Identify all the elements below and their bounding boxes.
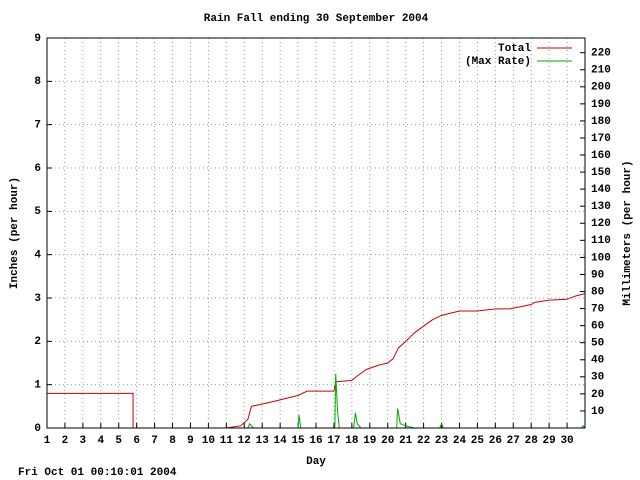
y2-tick-label: 200	[591, 82, 611, 94]
x-tick-label: 25	[471, 435, 485, 447]
x-tick-label: 9	[187, 435, 194, 447]
y2-tick-label: 170	[591, 133, 611, 145]
x-tick-label: 20	[381, 435, 394, 447]
y2-tick-label: 220	[591, 48, 611, 60]
y-tick-label: 1	[34, 380, 41, 392]
x-tick-label: 23	[435, 435, 449, 447]
x-tick-label: 15	[291, 435, 305, 447]
y2-tick-label: 70	[591, 303, 604, 315]
y-tick-label: 7	[34, 120, 41, 132]
y2-tick-label: 30	[591, 372, 604, 384]
x-tick-label: 13	[256, 435, 270, 447]
x-tick-label: 8	[169, 435, 176, 447]
y-tick-label: 5	[34, 206, 41, 218]
x-tick-label: 21	[399, 435, 413, 447]
x-tick-label: 22	[417, 435, 430, 447]
x-tick-label: 6	[133, 435, 140, 447]
x-tick-label: 26	[489, 435, 502, 447]
x-tick-label: 30	[560, 435, 573, 447]
y-tick-label: 8	[34, 76, 41, 88]
x-tick-label: 12	[238, 435, 251, 447]
x-tick-label: 29	[543, 435, 556, 447]
y2-axis-label: Millimeters (per hour)	[622, 160, 634, 305]
legend-label: Total	[498, 43, 531, 55]
x-tick-label: 10	[202, 435, 215, 447]
y2-tick-label: 100	[591, 252, 611, 264]
y2-tick-label: 140	[591, 184, 611, 196]
y2-tick-label: 190	[591, 99, 611, 111]
x-tick-label: 18	[345, 435, 359, 447]
x-tick-label: 24	[453, 435, 467, 447]
legend-label: (Max Rate)	[465, 56, 531, 68]
y2-tick-label: 10	[591, 406, 604, 418]
x-tick-label: 1	[44, 435, 51, 447]
y-tick-label: 6	[34, 163, 41, 175]
series-line	[47, 293, 586, 429]
y-tick-label: 3	[34, 293, 41, 305]
y-axis-label: Inches (per hour)	[9, 177, 21, 289]
y2-tick-label: 20	[591, 389, 604, 401]
series-line	[226, 373, 586, 429]
y-tick-label: 0	[34, 423, 41, 435]
x-tick-label: 16	[309, 435, 322, 447]
x-tick-label: 17	[327, 435, 340, 447]
x-tick-label: 19	[363, 435, 376, 447]
x-tick-label: 5	[115, 435, 122, 447]
y-tick-label: 2	[34, 336, 41, 348]
chart-title: Rain Fall ending 30 September 2004	[204, 13, 429, 25]
y2-tick-label: 180	[591, 116, 611, 128]
y-tick-label: 4	[34, 250, 41, 262]
y2-tick-label: 160	[591, 150, 611, 162]
y2-tick-label: 210	[591, 65, 611, 77]
y2-tick-label: 40	[591, 355, 604, 367]
x-tick-label: 14	[274, 435, 288, 447]
x-tick-label: 27	[507, 435, 520, 447]
x-tick-label: 7	[151, 435, 158, 447]
y2-tick-label: 120	[591, 218, 611, 230]
y2-tick-label: 110	[591, 235, 611, 247]
y2-tick-label: 50	[591, 338, 604, 350]
y2-tick-label: 150	[591, 167, 611, 179]
x-tick-label: 28	[525, 435, 539, 447]
x-tick-label: 3	[80, 435, 87, 447]
plot-border	[46, 37, 586, 429]
y-tick-label: 9	[34, 33, 41, 45]
x-axis-label: Day	[306, 456, 326, 468]
x-tick-label: 11	[220, 435, 234, 447]
y2-tick-label: 130	[591, 201, 611, 213]
footer: Fri Oct 01 00:10:01 2004	[18, 467, 177, 479]
y2-tick-label: 80	[591, 286, 604, 298]
x-tick-label: 4	[97, 435, 104, 447]
y2-tick-label: 90	[591, 269, 604, 281]
x-tick-label: 2	[62, 435, 69, 447]
y2-tick-label: 60	[591, 321, 604, 333]
